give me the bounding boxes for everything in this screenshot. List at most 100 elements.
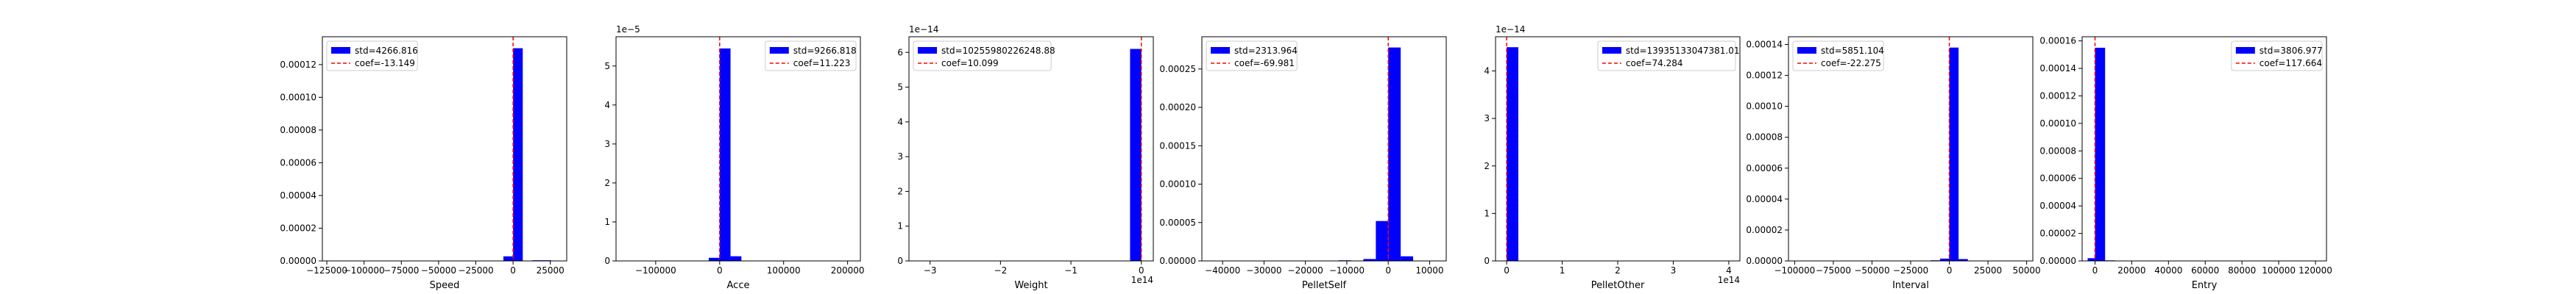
y-offset-text: 1e−5 bbox=[616, 24, 640, 35]
x-tick-label: 100000 bbox=[2262, 265, 2296, 276]
x-tick-label: 20000 bbox=[2117, 265, 2145, 276]
x-tick-label: 0 bbox=[2092, 265, 2098, 276]
x-tick-label: 25000 bbox=[537, 265, 565, 276]
x-tick-label: 0 bbox=[1947, 265, 1953, 276]
x-tick-label: 2 bbox=[1615, 265, 1621, 276]
x-offset-text: 1e14 bbox=[1131, 275, 1153, 285]
y-tick-label: 0.00010 bbox=[2039, 118, 2076, 129]
x-axis-label: PelletSelf bbox=[1302, 280, 1347, 291]
panel-pelletother: 0 1 2 3 4 0 1 2 3 4 PelletOther 1e−14 1e14 std=139351… bbox=[1484, 24, 1741, 291]
legend-coef-label: coef=11.223 bbox=[793, 58, 851, 68]
panel-acce: −100000 0 100000 200000 0 1 2 3 4 5 Acce 1e−5 std=92… bbox=[604, 24, 864, 291]
x-tick-label: −100000 bbox=[635, 265, 676, 276]
x-tick-label: −25000 bbox=[458, 265, 493, 276]
histogram-bar bbox=[1958, 259, 1968, 261]
x-tick-label: 80000 bbox=[2228, 265, 2256, 276]
legend-std-label: std=3806.977 bbox=[2260, 46, 2323, 56]
histogram-bar bbox=[709, 257, 720, 261]
x-tick-label: 3 bbox=[1671, 265, 1677, 276]
legend: std=4266.816 coef=-13.149 bbox=[326, 40, 418, 71]
y-tick-label: 1 bbox=[1484, 208, 1490, 218]
y-tick-label: 0.00020 bbox=[1159, 102, 1196, 112]
x-tick-label: −75000 bbox=[1816, 265, 1851, 276]
legend-swatch-std bbox=[1797, 47, 1816, 54]
axes-frame bbox=[322, 36, 567, 262]
legend-coef-label: coef=-22.275 bbox=[1821, 58, 1881, 68]
y-tick-label: 4 bbox=[897, 117, 903, 127]
y-tick-label: 0.00000 bbox=[2039, 256, 2076, 266]
panel-pelletself: −40000 −30000 −20000 −10000 0 10000 0.00000 0.0… bbox=[1159, 36, 1447, 291]
x-tick-label: −20000 bbox=[1288, 265, 1323, 276]
x-tick-label: −2 bbox=[994, 265, 1008, 276]
x-tick-label: 10000 bbox=[1415, 265, 1443, 276]
y-tick-label: 0.00025 bbox=[1159, 64, 1196, 74]
y-tick-label: 0.00014 bbox=[2039, 63, 2076, 74]
panel-speed: −125000−100000−75000 −50000 −25000 0 25000 0.… bbox=[280, 36, 567, 291]
histogram-bar bbox=[513, 48, 523, 262]
x-tick-label: 40000 bbox=[2154, 265, 2182, 276]
x-tick-label: −100000 bbox=[344, 265, 385, 276]
x-tick-label: 25000 bbox=[1974, 265, 2002, 276]
legend-coef-label: coef=-13.149 bbox=[355, 58, 415, 68]
x-tick-label: 200000 bbox=[831, 265, 865, 276]
y-tick-label: 0.00012 bbox=[1746, 71, 1783, 81]
legend: std=2313.964 coef=-69.981 bbox=[1206, 40, 1298, 71]
histogram-bar bbox=[2087, 258, 2095, 261]
histogram-bar bbox=[730, 256, 742, 261]
y-tick-label: 0.00008 bbox=[2039, 146, 2076, 156]
histogram-bar bbox=[2095, 47, 2106, 261]
legend-std-label: std=2313.964 bbox=[1234, 46, 1298, 56]
histogram-bar bbox=[1130, 49, 1142, 261]
histogram-bar bbox=[719, 48, 731, 262]
legend-std-label: std=13935133047381.01 bbox=[1626, 46, 1740, 56]
histogram-bar bbox=[1939, 258, 1950, 261]
y-tick-label: 0.00000 bbox=[1746, 256, 1783, 266]
y-tick-label: 0.00004 bbox=[280, 190, 316, 201]
panel-entry: 0 20000 40000 60000 80000 100000 120000 0.00000… bbox=[2039, 36, 2332, 291]
x-tick-label: 50000 bbox=[2013, 265, 2041, 276]
legend-swatch-std bbox=[769, 47, 789, 54]
y-tick-label: 0.00005 bbox=[1159, 218, 1196, 228]
legend: std=10255980226248.88 coef=10.099 bbox=[913, 40, 1055, 71]
legend-std-label: std=10255980226248.88 bbox=[941, 46, 1055, 56]
y-tick-label: 0.00015 bbox=[1159, 140, 1196, 151]
y-tick-label: 3 bbox=[1484, 113, 1490, 123]
x-tick-label: −25000 bbox=[1893, 265, 1928, 276]
panel-interval: −100000 −75000 −50000 −25000 0 25000 50000 0.00… bbox=[1746, 36, 2041, 291]
histogram-bar bbox=[1949, 47, 1959, 262]
legend-std-label: std=5851.104 bbox=[1821, 46, 1884, 56]
y-tick-label: 4 bbox=[1484, 66, 1490, 76]
x-axis-label: Entry bbox=[2192, 280, 2218, 291]
x-tick-label: −125000 bbox=[306, 265, 347, 276]
y-tick-label: 0.00008 bbox=[1746, 132, 1783, 143]
y-tick-label: 0 bbox=[897, 256, 903, 266]
x-tick-label: −10000 bbox=[1329, 265, 1365, 276]
legend: std=5851.104 coef=-22.275 bbox=[1792, 40, 1884, 71]
legend-box bbox=[913, 40, 1052, 71]
x-tick-label: 60000 bbox=[2191, 265, 2219, 276]
y-tick-label: 6 bbox=[897, 47, 903, 57]
histogram-bar bbox=[1363, 259, 1376, 261]
legend-coef-label: coef=-69.981 bbox=[1234, 58, 1295, 68]
y-tick-label: 0.00000 bbox=[1159, 256, 1196, 266]
x-tick-label: −100000 bbox=[1774, 265, 1815, 276]
x-axis-label: PelletOther bbox=[1591, 280, 1645, 291]
x-tick-label: −1 bbox=[1064, 265, 1078, 276]
y-tick-label: 5 bbox=[604, 61, 610, 71]
y-tick-label: 0.00002 bbox=[280, 223, 316, 233]
legend: std=9266.818 coef=11.223 bbox=[765, 40, 857, 71]
legend-swatch-std bbox=[2235, 47, 2255, 54]
axes-frame bbox=[1201, 36, 1447, 262]
axes-frame bbox=[2081, 36, 2327, 262]
legend-box bbox=[1597, 40, 1736, 71]
y-offset-text: 1e−14 bbox=[909, 24, 938, 35]
y-tick-label: 3 bbox=[604, 139, 610, 149]
y-tick-label: 0.00000 bbox=[280, 256, 316, 266]
x-tick-label: 120000 bbox=[2299, 265, 2332, 276]
x-offset-text: 1e14 bbox=[1718, 275, 1740, 285]
histogram-bar bbox=[1507, 47, 1518, 262]
legend-swatch-std bbox=[1602, 47, 1621, 54]
axes-frame bbox=[908, 36, 1154, 262]
y-tick-label: 0.00002 bbox=[1746, 225, 1783, 235]
y-tick-label: 0.00008 bbox=[280, 125, 316, 135]
